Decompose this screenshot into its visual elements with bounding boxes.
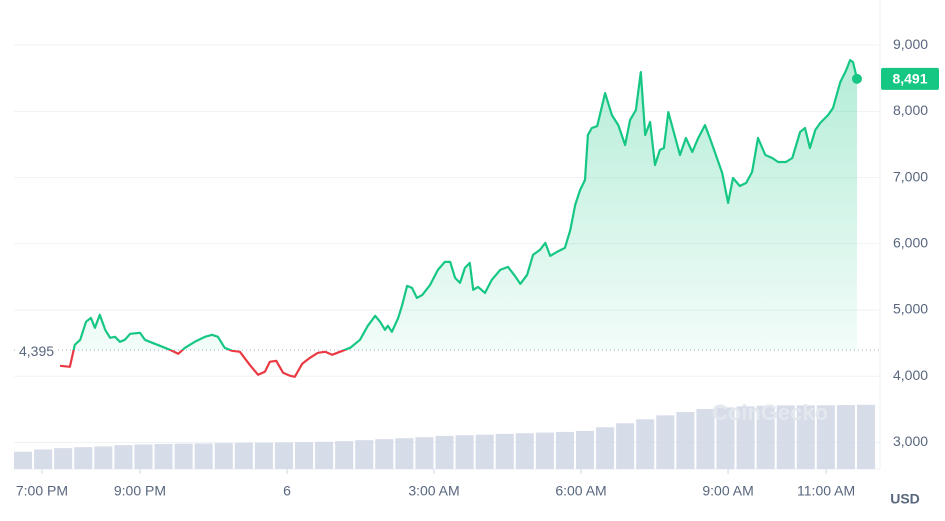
volume-bar — [716, 407, 735, 469]
volume-bar — [294, 442, 314, 469]
volume-bar — [94, 446, 113, 469]
volume-bar — [816, 405, 835, 469]
unit-label: USD — [890, 491, 920, 507]
volume-bar — [54, 448, 73, 469]
price-badge-label: 8,491 — [892, 71, 927, 87]
volume-bar — [756, 405, 775, 469]
volume-bar — [495, 433, 514, 469]
volume-bar — [435, 435, 454, 469]
volume-bar — [134, 444, 153, 469]
volume-bar — [776, 405, 795, 469]
baseline-label-bg — [16, 341, 58, 360]
volume-bar — [656, 415, 675, 469]
volume-bar — [736, 406, 755, 469]
volume-bar — [455, 435, 474, 469]
volume-bar — [415, 437, 434, 469]
volume-bar — [375, 439, 394, 469]
volume-bar — [535, 432, 554, 469]
watermark: CoinGecko — [712, 400, 828, 425]
x-tick-label: 11:00 AM — [797, 483, 855, 499]
volume-bar — [636, 419, 655, 469]
y-tick-label: 5,000 — [893, 301, 928, 317]
volume-bar — [154, 443, 173, 469]
price-area — [73, 60, 857, 351]
volume-bar — [14, 451, 33, 469]
y-tick-label: 8,000 — [893, 102, 928, 118]
volume-bar — [355, 440, 374, 469]
y-tick-label: 9,000 — [893, 36, 928, 52]
price-badge — [881, 67, 939, 90]
x-tick-label: 6:00 AM — [555, 483, 606, 499]
volume-bar — [515, 433, 534, 469]
x-tick-label: 7:00 PM — [16, 483, 68, 499]
volume-bar — [254, 442, 273, 469]
baseline-label: 4,395 — [19, 343, 54, 359]
last-point — [851, 73, 862, 84]
volume-bar — [174, 443, 193, 469]
volume-bar — [194, 443, 213, 469]
volume-bar — [696, 409, 715, 469]
volume-bar — [114, 445, 133, 469]
volume-bar — [676, 412, 695, 469]
y-tick-label: 7,000 — [893, 168, 928, 184]
x-tick-label: 9:00 PM — [114, 483, 166, 499]
volume-bar — [856, 404, 876, 469]
volume-bar — [34, 449, 53, 469]
volume-bar — [596, 427, 615, 469]
volume-bar — [836, 405, 855, 469]
volume-bar — [796, 405, 815, 469]
volume-bar — [395, 438, 414, 469]
volume-bar — [234, 442, 253, 469]
volume-bar — [274, 442, 293, 469]
volume-bar — [555, 431, 574, 469]
volume-bar — [575, 430, 595, 469]
y-tick-label: 4,000 — [893, 367, 928, 383]
price-line — [59, 59, 859, 378]
volume-bar — [335, 441, 354, 469]
volume-bar — [74, 447, 93, 469]
y-tick-label: 6,000 — [893, 235, 928, 251]
volume-bar — [214, 443, 233, 469]
x-tick-label: 9:00 AM — [702, 483, 753, 499]
x-tick-label: 3:00 AM — [408, 483, 459, 499]
volume-bar — [475, 434, 494, 469]
volume-bar — [616, 423, 635, 469]
y-tick-label: 3,000 — [893, 433, 928, 449]
volume-bar — [315, 441, 334, 469]
x-tick-label: 6 — [283, 483, 291, 499]
